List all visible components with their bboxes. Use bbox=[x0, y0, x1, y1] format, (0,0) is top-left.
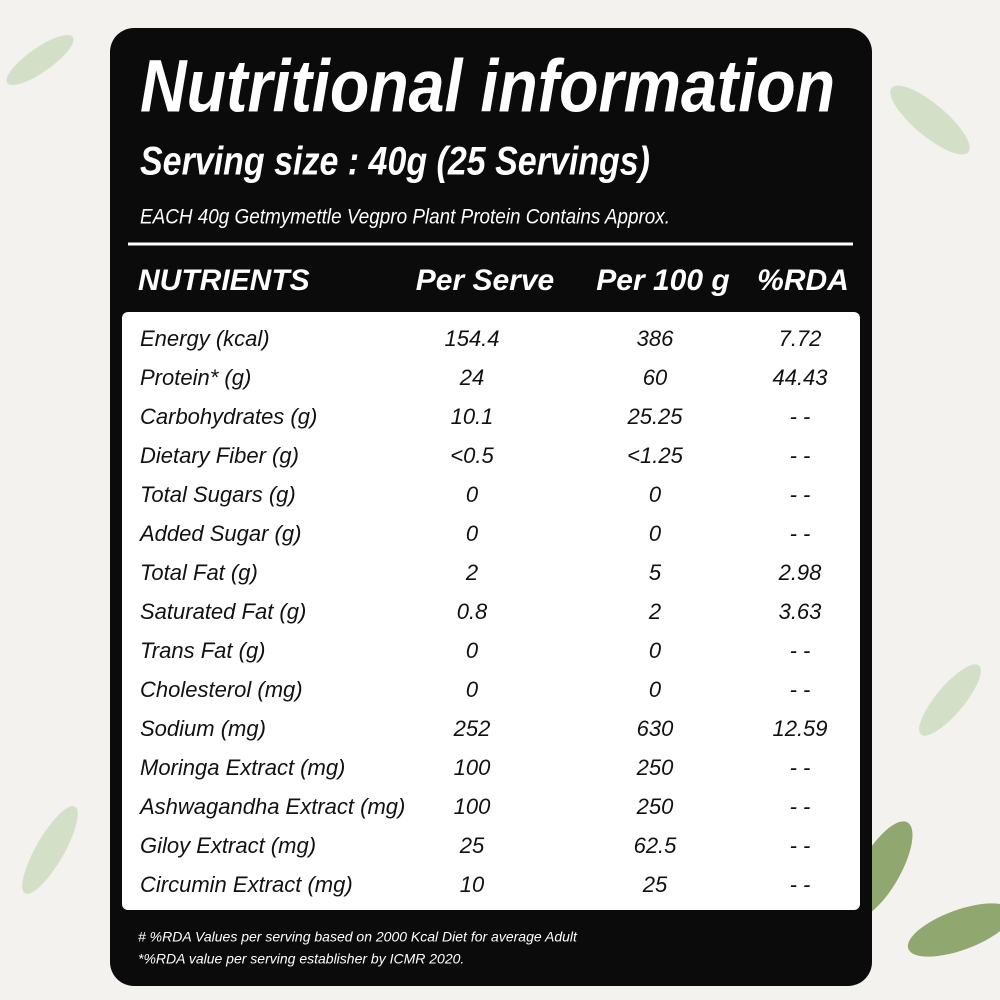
cell-value: - - bbox=[790, 794, 811, 819]
nutrient-name: Energy (kcal) bbox=[140, 326, 270, 351]
cell-value: 250 bbox=[636, 755, 674, 780]
cell-value: 3.63 bbox=[779, 599, 823, 624]
cell-value: - - bbox=[790, 404, 811, 429]
cell-value: 2 bbox=[648, 599, 661, 624]
nutrient-name: Protein* (g) bbox=[140, 365, 251, 390]
nutrient-name: Total Fat (g) bbox=[140, 560, 258, 585]
cell-value: 0.8 bbox=[457, 599, 488, 624]
cell-value: 0 bbox=[649, 482, 662, 507]
cell-value: 154.4 bbox=[444, 326, 499, 351]
cell-value: <1.25 bbox=[627, 443, 683, 468]
cell-value: 60 bbox=[643, 365, 668, 390]
serving-size: Serving size : 40g (25 Servings) bbox=[140, 140, 650, 184]
cell-value: 24 bbox=[459, 365, 484, 390]
cell-value: - - bbox=[790, 872, 811, 897]
cell-value: - - bbox=[790, 482, 811, 507]
cell-value: 0 bbox=[466, 677, 479, 702]
nutrient-name: Circumin Extract (mg) bbox=[140, 872, 353, 897]
cell-value: - - bbox=[790, 443, 811, 468]
cell-value: 44.43 bbox=[772, 365, 828, 390]
cell-value: 0 bbox=[649, 521, 662, 546]
cell-value: 0 bbox=[466, 482, 479, 507]
cell-value: 0 bbox=[466, 521, 479, 546]
cell-value: - - bbox=[790, 638, 811, 663]
cell-value: 10 bbox=[460, 872, 485, 897]
footnote: *%RDA value per serving establisher by I… bbox=[138, 951, 464, 967]
cell-value: <0.5 bbox=[450, 443, 494, 468]
nutrient-name: Moringa Extract (mg) bbox=[140, 755, 345, 780]
nutrient-name: Carbohydrates (g) bbox=[140, 404, 317, 429]
nutrient-name: Saturated Fat (g) bbox=[140, 599, 306, 624]
cell-value: - - bbox=[790, 521, 811, 546]
cell-value: 2 bbox=[465, 560, 478, 585]
cell-value: 25 bbox=[642, 872, 668, 897]
cell-value: 630 bbox=[637, 716, 674, 741]
cell-value: 25.25 bbox=[626, 404, 683, 429]
cell-value: 10.1 bbox=[451, 404, 494, 429]
cell-value: 0 bbox=[649, 677, 662, 702]
table-body bbox=[122, 312, 860, 910]
cell-value: 0 bbox=[466, 638, 479, 663]
cell-value: 12.59 bbox=[772, 716, 827, 741]
column-header: NUTRIENTS bbox=[138, 264, 310, 297]
nutrient-name: Cholesterol (mg) bbox=[140, 677, 303, 702]
nutrient-name: Added Sugar (g) bbox=[138, 521, 301, 546]
column-header: Per Serve bbox=[416, 264, 554, 297]
cell-value: 5 bbox=[649, 560, 662, 585]
footnote: # %RDA Values per serving based on 2000 … bbox=[138, 929, 578, 945]
cell-value: 62.5 bbox=[634, 833, 678, 858]
cell-value: 100 bbox=[454, 755, 491, 780]
leaves bbox=[6, 35, 981, 894]
cell-value: 2.98 bbox=[778, 560, 823, 585]
column-header: %RDA bbox=[757, 264, 849, 297]
cell-value: 100 bbox=[454, 794, 491, 819]
cell-value: 7.72 bbox=[779, 326, 822, 351]
subtitle: EACH 40g Getmymettle Vegpro Plant Protei… bbox=[140, 206, 670, 229]
cell-value: 0 bbox=[649, 638, 662, 663]
cell-value: 250 bbox=[636, 794, 674, 819]
cell-value: 25 bbox=[459, 833, 485, 858]
cell-value: 386 bbox=[637, 326, 674, 351]
nutrient-name: Dietary Fiber (g) bbox=[140, 443, 299, 468]
nutrient-name: Trans Fat (g) bbox=[140, 638, 266, 663]
cell-value: - - bbox=[790, 755, 811, 780]
nutrient-name: Total Sugars (g) bbox=[140, 482, 296, 507]
title: Nutritional information bbox=[140, 45, 835, 128]
nutrient-name: Giloy Extract (mg) bbox=[140, 833, 316, 858]
cell-value: - - bbox=[790, 833, 811, 858]
cell-value: - - bbox=[790, 677, 811, 702]
nutrient-name: Sodium (mg) bbox=[140, 716, 266, 741]
nutrient-name: Ashwagandha Extract (mg) bbox=[138, 794, 405, 819]
column-header: Per 100 g bbox=[596, 264, 729, 297]
cell-value: 252 bbox=[453, 716, 491, 741]
